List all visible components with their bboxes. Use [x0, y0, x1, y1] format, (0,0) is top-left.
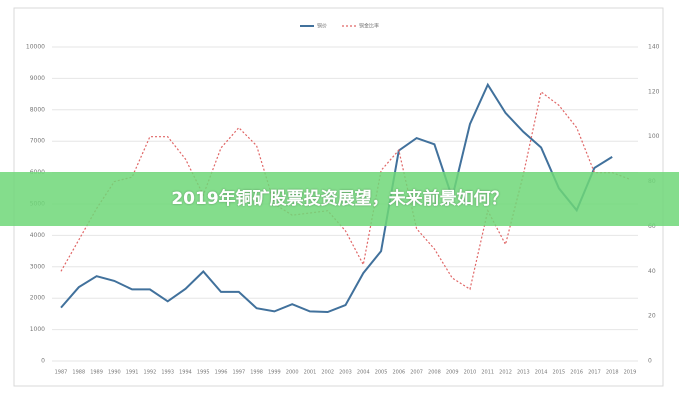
- x-tick-label: 1996: [215, 370, 228, 376]
- x-tick-label: 2017: [588, 370, 601, 376]
- x-tick-label: 2009: [446, 370, 459, 376]
- series-line: [60, 90, 631, 291]
- y-tick-label: 10000: [26, 44, 45, 51]
- y2-tick-label: 60: [648, 223, 656, 230]
- x-tick-label: 2018: [606, 370, 619, 376]
- x-tick-label: 1999: [268, 370, 281, 376]
- legend-label: 铜金比率: [359, 23, 379, 30]
- y2-tick-label: 100: [648, 133, 660, 140]
- y2-tick-label: 120: [648, 88, 660, 95]
- x-tick-label: 2014: [535, 370, 548, 376]
- x-tick-label: 2002: [321, 370, 334, 376]
- x-tick-label: 2008: [428, 370, 441, 376]
- x-tick-label: 1992: [144, 370, 157, 376]
- x-tick-label: 1997: [232, 370, 245, 376]
- x-tick-label: 2004: [357, 370, 370, 376]
- y-tick-label: 9000: [30, 75, 45, 82]
- x-tick-label: 2013: [517, 370, 530, 376]
- x-tick-label: 2010: [464, 370, 477, 376]
- y2-tick-label: 40: [648, 268, 656, 275]
- y-tick-label: 3000: [30, 263, 45, 270]
- y-tick-label: 4000: [30, 232, 45, 239]
- y-tick-label: 2000: [30, 295, 45, 302]
- x-tick-label: 2006: [392, 370, 405, 376]
- series-line: [60, 82, 613, 314]
- y2-tick-label: 0: [648, 358, 652, 365]
- x-tick-label: 1994: [179, 370, 192, 376]
- x-tick-label: 1990: [108, 370, 121, 376]
- x-tick-label: 2011: [481, 370, 494, 376]
- x-tick-label: 2005: [375, 370, 388, 376]
- y-tick-label: 0: [41, 358, 45, 365]
- x-tick-label: 1995: [197, 370, 210, 376]
- y2-tick-label: 140: [648, 44, 660, 51]
- x-tick-label: 1993: [161, 370, 174, 376]
- x-tick-label: 2012: [499, 370, 512, 376]
- y-tick-label: 7000: [30, 138, 45, 145]
- x-tick-label: 1987: [55, 370, 68, 376]
- x-tick-label: 2019: [624, 370, 637, 376]
- x-tick-label: 1991: [126, 370, 139, 376]
- banner-title: 2019年铜矿股票投资展望，未来前景如何？: [0, 172, 679, 226]
- y2-tick-label: 20: [648, 313, 656, 320]
- x-tick-label: 2007: [410, 370, 423, 376]
- x-tick-label: 2000: [286, 370, 299, 376]
- legend-label: 铜价: [317, 23, 327, 30]
- x-tick-label: 2003: [339, 370, 352, 376]
- x-tick-label: 1988: [72, 370, 85, 376]
- x-tick-label: 1998: [250, 370, 263, 376]
- x-tick-label: 1989: [90, 370, 103, 376]
- y-tick-label: 8000: [30, 106, 45, 113]
- x-tick-label: 2001: [304, 370, 317, 376]
- y-tick-label: 1000: [30, 326, 45, 333]
- x-tick-label: 2015: [553, 370, 566, 376]
- x-tick-label: 2016: [570, 370, 583, 376]
